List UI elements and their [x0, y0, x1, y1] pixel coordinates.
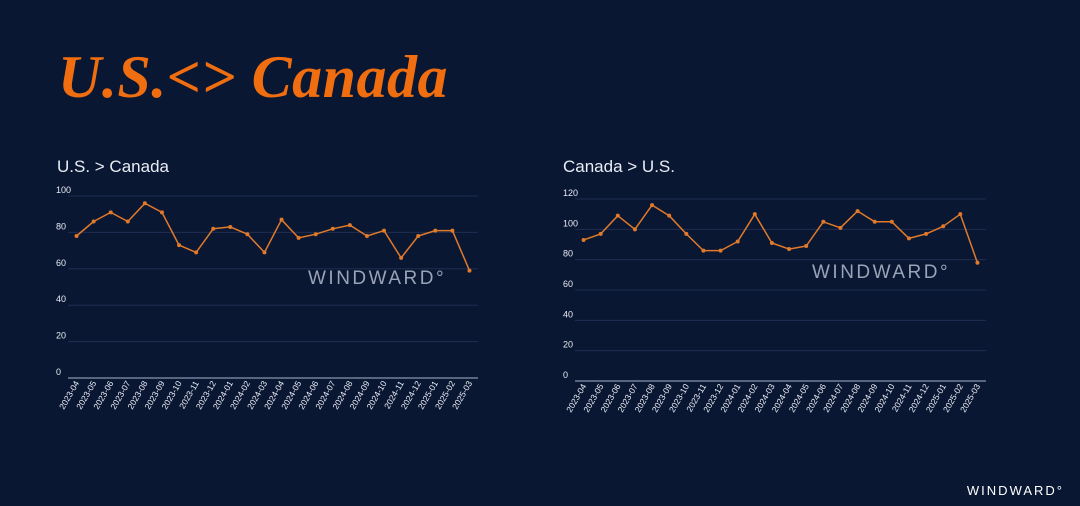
data-point	[245, 232, 250, 237]
data-point	[125, 219, 130, 224]
data-point	[228, 224, 233, 229]
data-point	[581, 237, 586, 242]
chart-watermark: WINDWARD°	[308, 268, 446, 289]
data-point	[91, 219, 96, 224]
data-point	[650, 203, 655, 208]
data-point	[467, 268, 472, 273]
data-point	[718, 248, 723, 253]
data-point	[958, 212, 963, 217]
data-point	[177, 243, 182, 248]
data-point	[684, 231, 689, 236]
data-point	[108, 210, 113, 215]
chart-watermark: WINDWARD°	[812, 262, 950, 283]
data-point	[615, 213, 620, 218]
data-point	[667, 213, 672, 218]
data-point	[159, 210, 164, 215]
series-line	[583, 204, 979, 263]
y-tick-label: 0	[56, 367, 61, 377]
data-point	[632, 227, 637, 232]
chart-us-to-canada: 020406080100WINDWARD°2023-042023-052023-…	[56, 185, 478, 411]
chart-title-canada-to-us: Canada > U.S.	[563, 157, 675, 176]
y-tick-label: 60	[563, 279, 573, 289]
data-point	[872, 219, 877, 224]
data-point	[975, 260, 980, 265]
y-tick-label: 40	[563, 309, 573, 319]
data-point	[211, 226, 216, 231]
data-point	[262, 250, 267, 255]
data-point	[701, 248, 706, 253]
data-point	[74, 234, 79, 239]
data-point	[296, 235, 301, 240]
data-point	[364, 234, 369, 239]
data-point	[924, 231, 929, 236]
chart-title-us-to-canada: U.S. > Canada	[57, 157, 169, 176]
data-point	[821, 219, 826, 224]
data-point	[889, 219, 894, 224]
data-point	[399, 255, 404, 260]
data-point	[855, 209, 860, 214]
data-point	[347, 223, 352, 228]
data-point	[598, 231, 603, 236]
y-tick-label: 100	[563, 218, 578, 228]
y-tick-label: 120	[563, 188, 578, 198]
data-point	[450, 228, 455, 233]
data-point	[838, 225, 843, 230]
y-tick-label: 0	[563, 370, 568, 380]
y-tick-label: 80	[56, 221, 66, 231]
chart-canada-to-us: 020406080100120WINDWARD°2023-042023-0520…	[563, 188, 986, 414]
data-point	[382, 228, 387, 233]
data-point	[804, 244, 809, 249]
data-point	[433, 228, 438, 233]
data-point	[787, 247, 792, 252]
data-point	[313, 232, 318, 237]
y-tick-label: 100	[56, 185, 71, 195]
data-point	[752, 212, 757, 217]
y-tick-label: 60	[56, 258, 66, 268]
data-point	[769, 240, 774, 245]
y-tick-label: 80	[563, 249, 573, 259]
page-title: U.S.<> Canada	[58, 44, 448, 110]
data-point	[735, 239, 740, 244]
data-point	[906, 236, 911, 241]
y-tick-label: 20	[56, 331, 66, 341]
data-point	[279, 217, 284, 222]
data-point	[416, 234, 421, 239]
data-point	[941, 224, 946, 229]
series-line	[76, 202, 471, 271]
y-tick-label: 40	[56, 294, 66, 304]
data-point	[330, 226, 335, 231]
y-tick-label: 20	[563, 340, 573, 350]
brand-logo: WINDWARD°	[966, 483, 1064, 498]
data-point	[142, 201, 147, 206]
data-point	[194, 250, 199, 255]
